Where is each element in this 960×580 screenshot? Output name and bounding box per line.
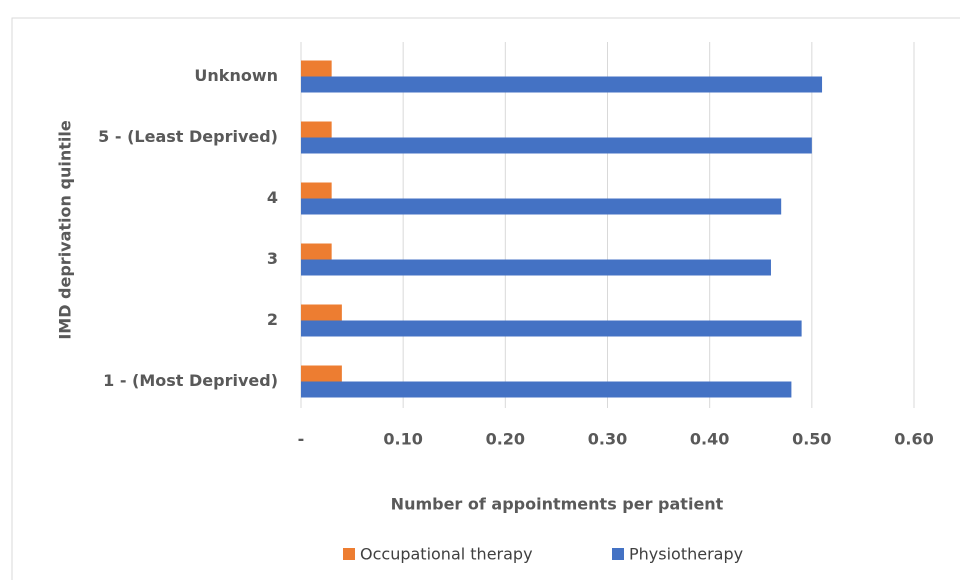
bar (301, 137, 812, 154)
bar (301, 243, 332, 260)
y-tick-label: 4 (267, 188, 278, 207)
y-tick-label: 5 - (Least Deprived) (98, 127, 278, 146)
bar (301, 182, 332, 199)
legend-label: Physiotherapy (629, 545, 743, 564)
bar (301, 381, 792, 398)
bar (301, 304, 342, 321)
bar (301, 198, 782, 215)
x-axis-title: Number of appointments per patient (391, 495, 724, 514)
bar (301, 76, 823, 93)
bar (301, 121, 332, 138)
x-tick-label: 0.30 (588, 430, 627, 449)
x-tick-label: 0.50 (792, 430, 831, 449)
y-axis-title: IMD deprivation quintile (56, 120, 75, 340)
x-tick-label: - (298, 430, 305, 449)
y-tick-label: 1 - (Most Deprived) (103, 371, 278, 390)
y-tick-label: Unknown (194, 66, 278, 85)
y-tick-label: 2 (267, 310, 278, 329)
bar (301, 320, 802, 337)
x-tick-label: 0.20 (486, 430, 525, 449)
y-tick-label: 3 (267, 249, 278, 268)
legend-swatch (612, 548, 624, 560)
x-tick-label: 0.60 (894, 430, 933, 449)
x-tick-label: 0.10 (383, 430, 422, 449)
bar (301, 365, 342, 382)
bar (301, 259, 771, 276)
bar (301, 60, 332, 77)
legend-label: Occupational therapy (360, 545, 533, 564)
legend-swatch (343, 548, 355, 560)
x-tick-label: 0.40 (690, 430, 729, 449)
chart-frame (11, 17, 960, 580)
